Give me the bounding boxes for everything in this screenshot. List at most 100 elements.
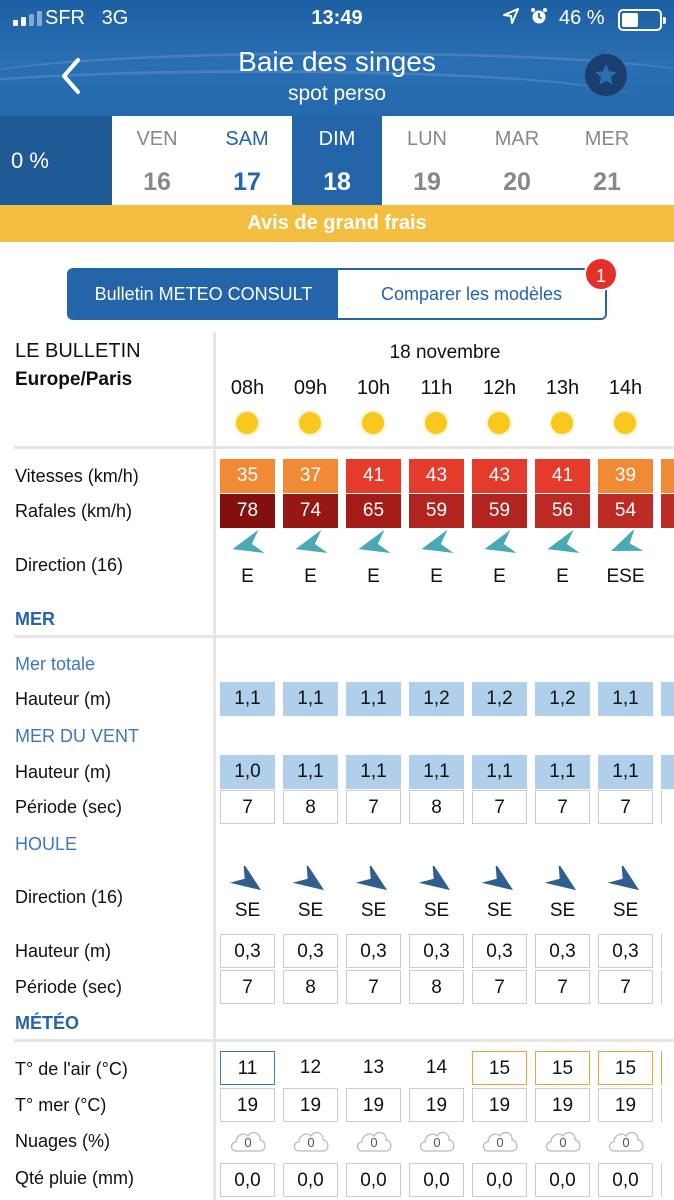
sea-temp-cell: 19 bbox=[346, 1088, 401, 1122]
bulletin-title: LE BULLETIN bbox=[15, 340, 141, 362]
wind-direction-label: ESE bbox=[606, 566, 645, 587]
page-title: Baie des singes bbox=[238, 46, 436, 77]
rain-cell: 0,0 bbox=[535, 1163, 590, 1197]
wind-speed-cell: 43 bbox=[409, 459, 464, 493]
cloud-icon: 0 bbox=[545, 1131, 581, 1152]
next-column-edge bbox=[661, 970, 674, 1004]
alarm-icon bbox=[530, 7, 548, 31]
next-column-edge bbox=[661, 459, 674, 493]
gust-cell: 56 bbox=[535, 494, 590, 528]
label-wind-sea-height: Hauteur (m) bbox=[15, 762, 112, 782]
header-bar: SFR 3G 13:49 46 % Baie des singes spot p… bbox=[0, 0, 674, 116]
cloud-value: 0 bbox=[244, 1135, 251, 1150]
label-total-sea: Mer totale bbox=[15, 654, 96, 674]
swell-direction-label: SE bbox=[612, 900, 639, 921]
day-tab-mer[interactable]: MER 21 bbox=[584, 128, 630, 196]
next-column-edge bbox=[661, 1088, 674, 1122]
wind-direction-arrow-icon bbox=[611, 530, 644, 551]
day-tab-mar[interactable]: MAR 20 bbox=[494, 128, 540, 196]
swell-period-cell: 7 bbox=[472, 970, 527, 1004]
wind-direction-arrow-icon bbox=[295, 530, 328, 553]
wind-direction-arrow-icon bbox=[547, 530, 580, 553]
rain-cell: 0,0 bbox=[283, 1163, 338, 1197]
sun-icon bbox=[551, 412, 573, 434]
cloud-icon: 0 bbox=[482, 1131, 518, 1152]
total-sea-height-cell: 1,1 bbox=[220, 682, 275, 716]
cloud-value: 0 bbox=[559, 1135, 566, 1150]
wind-sea-height-cell: 1,1 bbox=[472, 755, 527, 789]
air-temp-cell: 11 bbox=[220, 1051, 275, 1085]
row-divider bbox=[14, 1039, 674, 1042]
day-tab-sam[interactable]: SAM 17 bbox=[225, 128, 269, 196]
location-icon bbox=[502, 7, 520, 31]
swell-height-cell: 0,3 bbox=[220, 934, 275, 968]
label-swell-height: Hauteur (m) bbox=[15, 941, 112, 961]
rain-cell: 0,0 bbox=[409, 1163, 464, 1197]
next-column-edge bbox=[661, 755, 674, 789]
sea-temp-cell: 19 bbox=[283, 1088, 338, 1122]
wind-sea-height-cell: 1,1 bbox=[283, 755, 338, 789]
swell-direction-label: SE bbox=[297, 900, 324, 921]
total-sea-height-cell: 1,2 bbox=[535, 682, 590, 716]
label-air-temp: T° de l'air (°C) bbox=[15, 1059, 128, 1079]
wind-direction-label: E bbox=[304, 566, 317, 587]
wind-speed-cell: 41 bbox=[346, 459, 401, 493]
compare-models-tab[interactable]: Comparer les modèles bbox=[338, 270, 605, 318]
sea-temp-cell: 19 bbox=[472, 1088, 527, 1122]
wind-sea-period-cell: 7 bbox=[220, 790, 275, 824]
total-sea-height-cell: 1,1 bbox=[283, 682, 338, 716]
back-button[interactable] bbox=[52, 54, 92, 98]
wind-sea-height-cell: 1,1 bbox=[535, 755, 590, 789]
wind-speed-cell: 35 bbox=[220, 459, 275, 493]
swell-period-cell: 7 bbox=[346, 970, 401, 1004]
wind-sea-period-cell: 7 bbox=[472, 790, 527, 824]
cloud-icon: 0 bbox=[293, 1131, 329, 1152]
wind-sea-period-cell: 7 bbox=[598, 790, 653, 824]
air-temp-cell: 14 bbox=[425, 1057, 448, 1078]
weather-alert-banner[interactable]: Avis de grand frais bbox=[0, 205, 674, 242]
next-column-edge bbox=[661, 934, 674, 968]
sun-icon bbox=[362, 412, 384, 434]
label-swell-period: Période (sec) bbox=[15, 977, 123, 997]
signal-icon bbox=[13, 11, 42, 26]
day-tab-lun[interactable]: LUN 19 bbox=[406, 128, 447, 196]
day-tab-dim[interactable]: DIM 18 bbox=[292, 116, 382, 205]
total-sea-height-cell: 1,2 bbox=[472, 682, 527, 716]
swell-direction-label: SE bbox=[423, 900, 450, 921]
wind-direction-arrow-icon bbox=[232, 530, 265, 553]
swell-direction-label: SE bbox=[486, 900, 513, 921]
header-wave-decoration bbox=[0, 52, 674, 112]
swell-height-cell: 0,3 bbox=[472, 934, 527, 968]
bulletin-tab[interactable]: Bulletin METEO CONSULT bbox=[69, 270, 338, 318]
favorite-star-button[interactable] bbox=[585, 54, 627, 96]
rain-cell: 0,0 bbox=[598, 1163, 653, 1197]
rain-cell: 0,0 bbox=[472, 1163, 527, 1197]
status-bar: SFR 3G 13:49 46 % bbox=[0, 0, 674, 36]
status-time: 13:49 bbox=[311, 7, 363, 29]
hour-label: 09h bbox=[293, 377, 328, 399]
label-total-sea-height: Hauteur (m) bbox=[15, 689, 112, 709]
day-tab-ven[interactable]: VEN 16 bbox=[136, 128, 178, 196]
wind-sea-height-cell: 1,1 bbox=[409, 755, 464, 789]
swell-direction-arrow-icon bbox=[355, 866, 388, 891]
total-sea-height-cell: 1,2 bbox=[409, 682, 464, 716]
wind-speed-cell: 43 bbox=[472, 459, 527, 493]
sun-icon bbox=[236, 412, 258, 434]
column-divider bbox=[213, 332, 216, 1200]
swell-period-cell: 7 bbox=[598, 970, 653, 1004]
wind-direction-label: E bbox=[367, 566, 380, 587]
progress-percent: 0 % bbox=[0, 116, 112, 205]
total-sea-height-cell: 1,1 bbox=[346, 682, 401, 716]
label-sea-temp: T° mer (°C) bbox=[15, 1095, 107, 1115]
cloud-value: 0 bbox=[433, 1135, 440, 1150]
gust-cell: 65 bbox=[346, 494, 401, 528]
wind-direction-label: E bbox=[241, 566, 254, 587]
wind-speed-cell: 37 bbox=[283, 459, 338, 493]
wind-speed-cell: 39 bbox=[598, 459, 653, 493]
bulletin-timezone: Europe/Paris bbox=[15, 369, 133, 390]
gust-cell: 74 bbox=[283, 494, 338, 528]
swell-height-cell: 0,3 bbox=[598, 934, 653, 968]
wind-sea-period-cell: 7 bbox=[346, 790, 401, 824]
air-temp-cell: 15 bbox=[535, 1051, 590, 1085]
